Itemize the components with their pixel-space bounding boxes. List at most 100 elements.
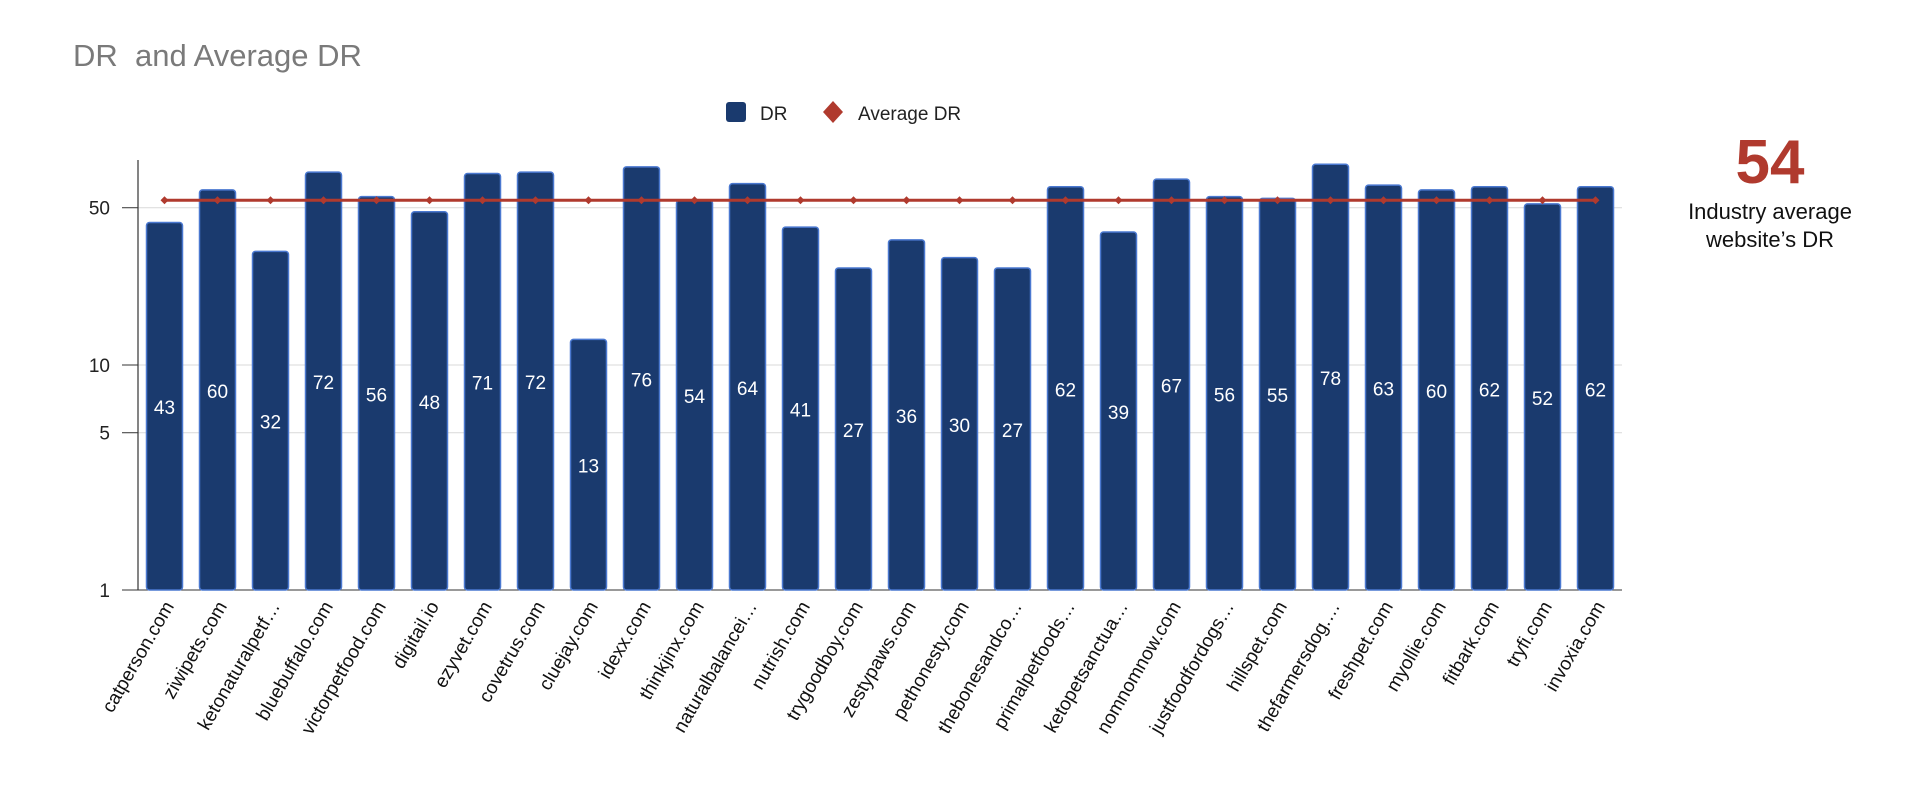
data-label: 41 <box>790 401 811 422</box>
y-axis: 1 5 10 50 <box>89 160 139 602</box>
data-label: 56 <box>1214 385 1235 406</box>
data-label: 52 <box>1532 389 1553 410</box>
chart-title: DR and Average DR <box>73 38 362 73</box>
average-dr-marker <box>1326 196 1335 205</box>
average-dr-marker <box>478 196 487 205</box>
data-label: 32 <box>260 413 281 434</box>
data-label: 30 <box>949 416 970 437</box>
data-label: 60 <box>207 382 228 403</box>
bar-freshpet.com <box>1364 184 1403 591</box>
legend-label-dr: DR <box>760 104 787 125</box>
x-tick-label: idexx.com <box>595 598 656 683</box>
legend-swatch-dr <box>726 102 746 122</box>
data-label: 43 <box>154 398 175 419</box>
bar-nomnomnow.com <box>1152 178 1191 591</box>
data-label: 60 <box>1426 382 1447 403</box>
average-callout: 54 Industry average website’s DR <box>1650 128 1890 254</box>
bar-catperson.com <box>145 221 184 591</box>
average-dr-marker <box>266 196 275 205</box>
average-dr-marker <box>1220 196 1229 205</box>
data-label: 62 <box>1055 380 1076 401</box>
average-dr-marker <box>584 196 593 205</box>
data-label: 56 <box>366 385 387 406</box>
bar-covetrus.com <box>516 171 555 591</box>
x-axis-labels: catperson.comziwipets.comketonaturalpetf… <box>98 598 1609 738</box>
average-dr-marker <box>955 196 964 205</box>
y-tick-label: 10 <box>89 356 110 377</box>
x-tick-label: digitail.io <box>389 598 444 673</box>
bar-naturalbalancei… <box>728 182 767 591</box>
data-label: 72 <box>525 373 546 394</box>
bars <box>145 163 1615 591</box>
legend-swatch-average-dr <box>823 101 843 123</box>
data-labels: 43 60 32 72 56 48 71 72 13 76 54 64 41 27 36 30 27 62 39 67… <box>154 369 1606 478</box>
bar-nutrish.com <box>781 226 820 591</box>
average-dr-marker <box>637 196 646 205</box>
bar-thebonesandco… <box>993 267 1032 591</box>
y-tick-label: 1 <box>99 581 110 602</box>
bar-myollie.com <box>1417 189 1456 591</box>
bar-pethonesty.com <box>940 256 979 591</box>
average-dr-marker <box>1379 196 1388 205</box>
data-label: 62 <box>1585 380 1606 401</box>
bar-bluebuffalo.com <box>304 171 343 591</box>
data-label: 36 <box>896 407 917 428</box>
average-dr-marker <box>1167 196 1176 205</box>
legend: DR Average DR <box>726 101 961 125</box>
callout-value: 54 <box>1735 128 1805 197</box>
bar-digitail.io <box>410 210 449 591</box>
data-label: 78 <box>1320 369 1341 390</box>
bar-cluejay.com <box>569 338 608 591</box>
average-dr-marker <box>531 196 540 205</box>
average-dr-marker <box>1538 196 1547 205</box>
average-dr-marker <box>1485 196 1494 205</box>
bar-zestypaws.com <box>887 239 926 591</box>
y-tick-label: 50 <box>89 199 110 220</box>
bar-ketopetsanctua… <box>1099 231 1138 591</box>
average-dr-marker <box>1114 196 1123 205</box>
data-label: 54 <box>684 387 706 408</box>
bar-trygoodboy.com <box>834 267 873 591</box>
average-dr-marker <box>1008 196 1017 205</box>
data-label: 13 <box>578 457 599 478</box>
bar-primalpetfoods… <box>1046 185 1085 591</box>
average-dr-marker <box>1591 196 1600 205</box>
average-dr-marker <box>160 196 169 205</box>
data-label: 62 <box>1479 380 1500 401</box>
bar-ketonaturalpetf… <box>251 250 290 591</box>
average-dr-line <box>160 196 1600 205</box>
average-dr-marker <box>319 196 328 205</box>
data-label: 27 <box>1002 421 1023 442</box>
bar-thefarmersdog.… <box>1311 163 1350 591</box>
data-label: 71 <box>472 374 493 395</box>
average-dr-marker <box>849 196 858 205</box>
data-label: 48 <box>419 393 440 414</box>
average-dr-marker <box>1432 196 1441 205</box>
average-dr-marker <box>902 196 911 205</box>
data-label: 27 <box>843 421 864 442</box>
data-label: 76 <box>631 370 652 391</box>
callout-label: Industry average website’s DR <box>1688 199 1852 252</box>
average-dr-marker <box>690 196 699 205</box>
average-dr-marker <box>1273 196 1282 205</box>
bar-ezyvet.com <box>463 172 502 591</box>
bar-ziwipets.com <box>198 189 237 591</box>
average-dr-marker <box>213 196 222 205</box>
bar-invoxia.com <box>1576 185 1615 591</box>
legend-label-average-dr: Average DR <box>858 104 961 125</box>
average-dr-marker <box>372 196 381 205</box>
x-tick-label: tryfi.com <box>1503 598 1557 671</box>
data-label: 64 <box>737 379 759 400</box>
bar-fitbark.com <box>1470 185 1509 591</box>
data-label: 39 <box>1108 403 1129 424</box>
data-label: 55 <box>1267 386 1288 407</box>
data-label: 72 <box>313 373 334 394</box>
data-label: 63 <box>1373 380 1394 401</box>
data-label: 67 <box>1161 377 1182 398</box>
average-dr-marker <box>425 196 434 205</box>
bar-idexx.com <box>622 166 661 591</box>
y-tick-label: 5 <box>99 424 110 445</box>
average-dr-marker <box>1061 196 1070 205</box>
x-tick-label: catperson.com <box>98 598 178 716</box>
